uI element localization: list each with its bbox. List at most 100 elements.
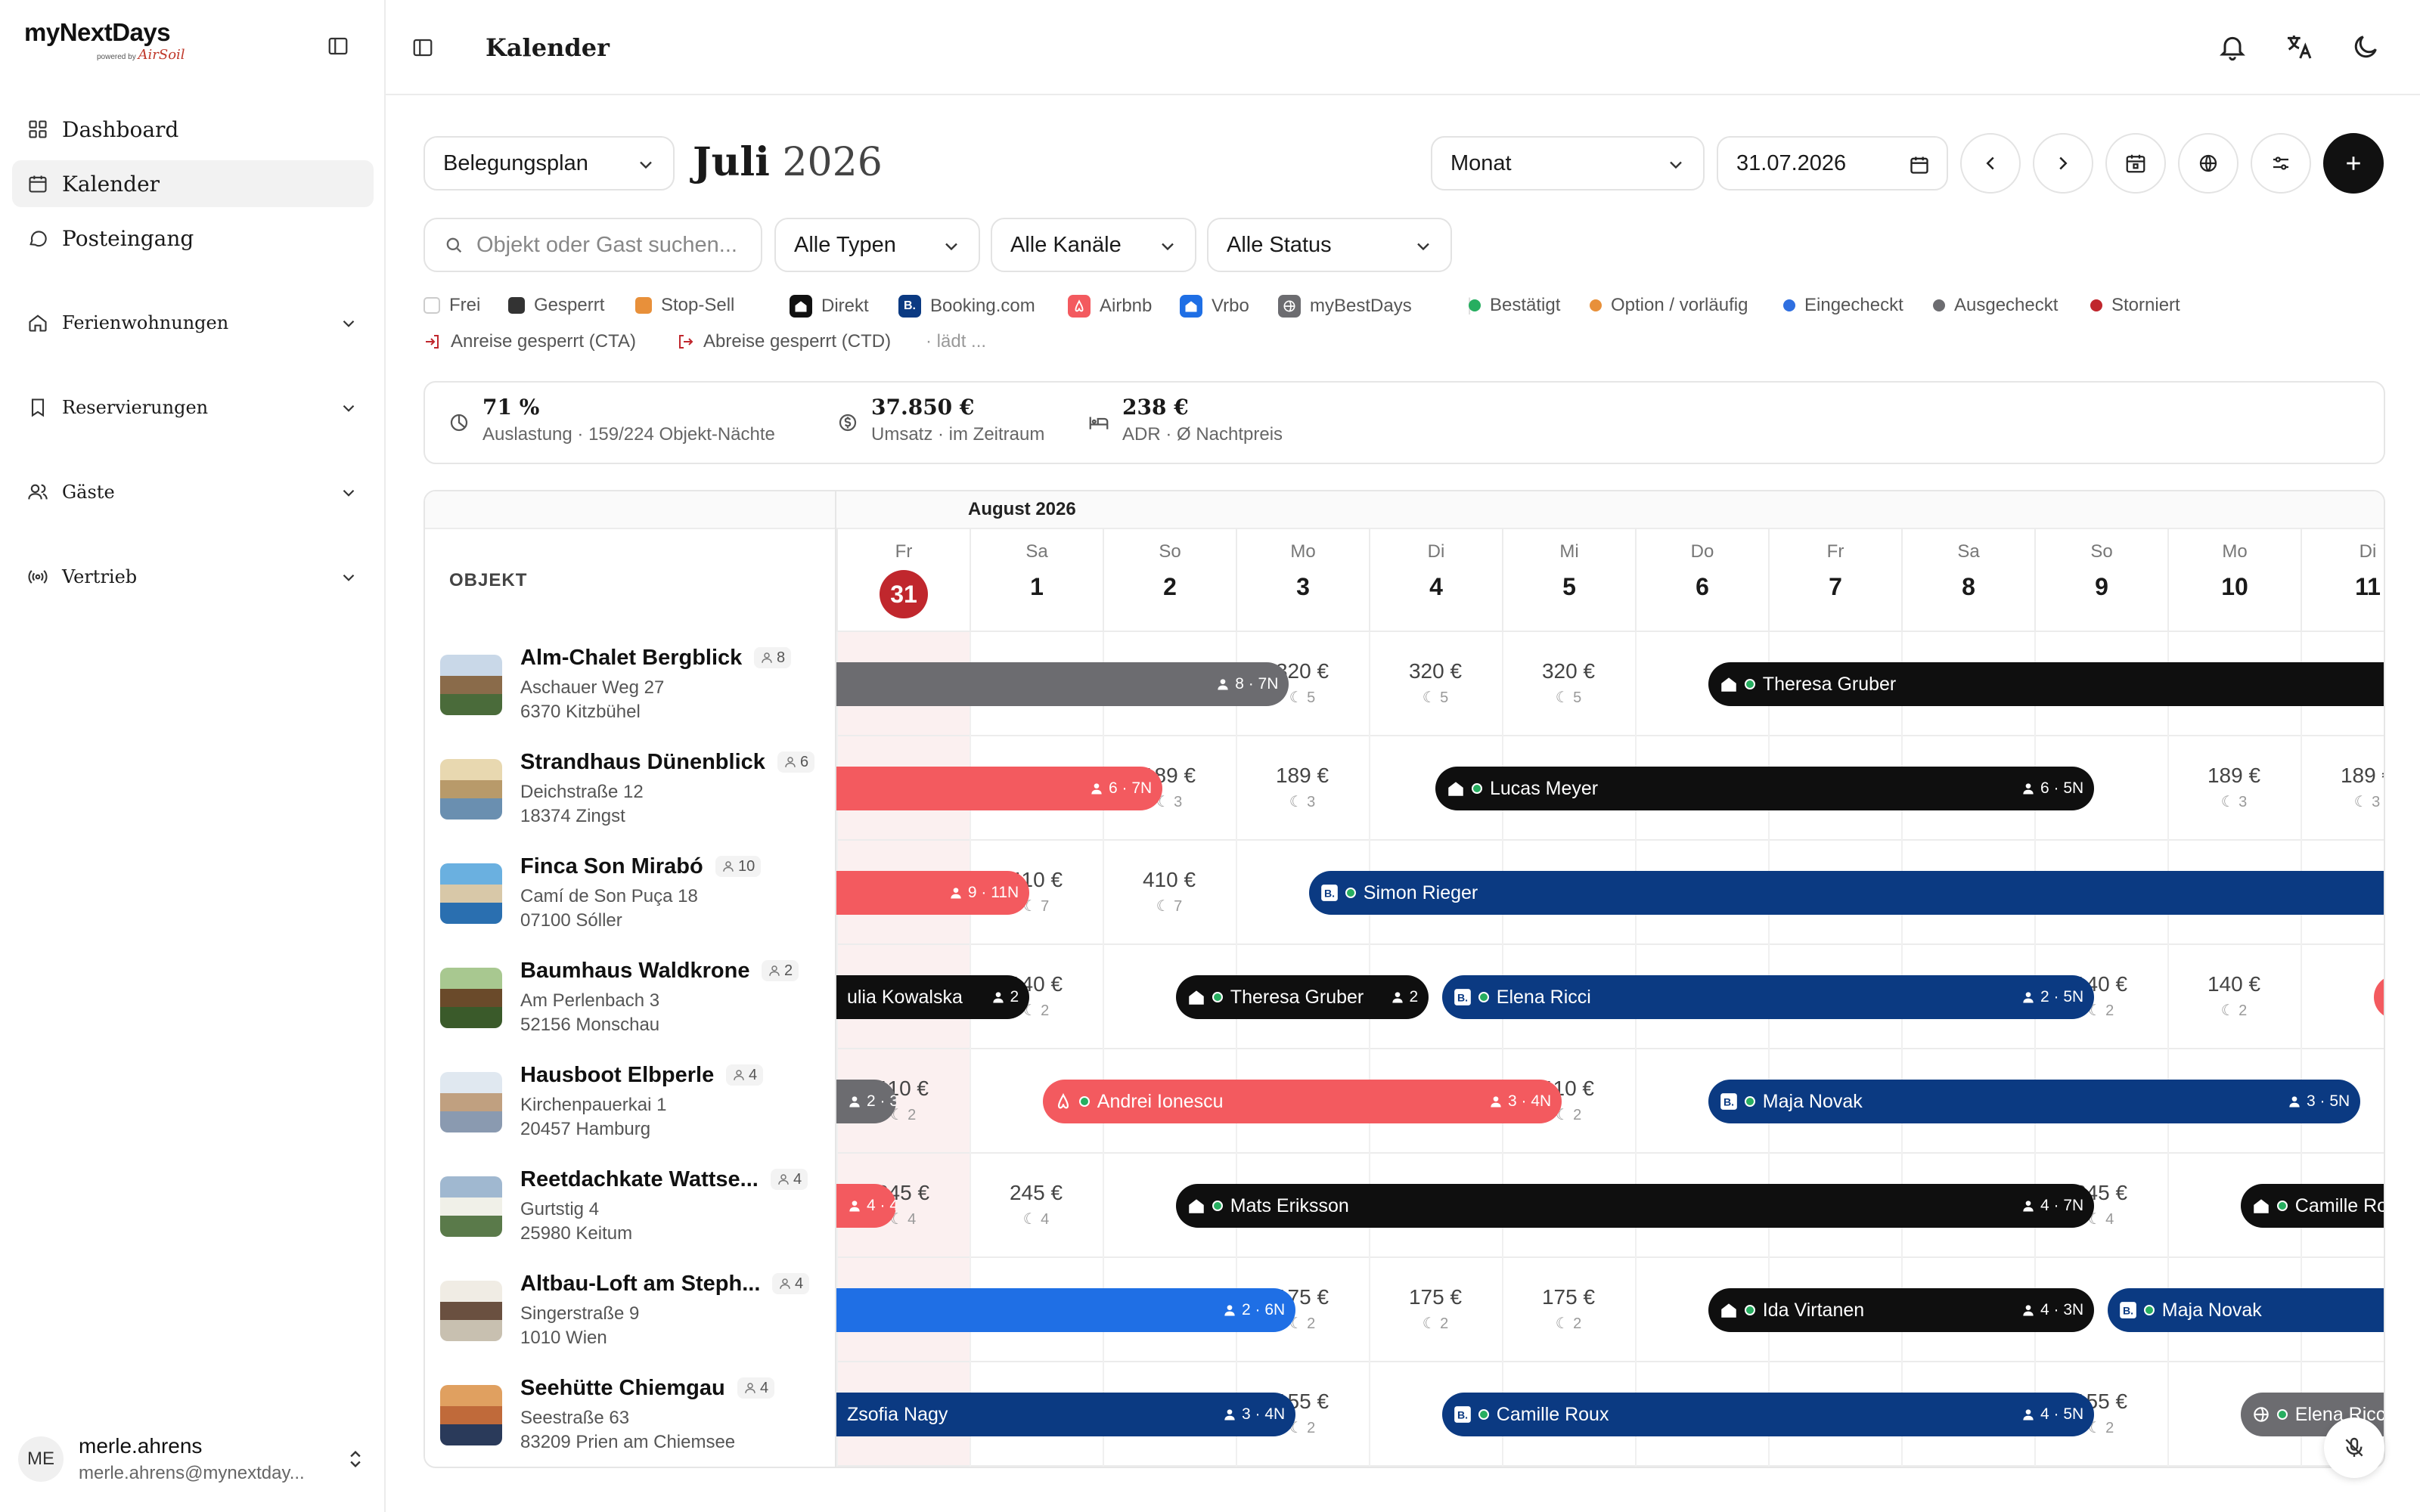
- month-title: Juli 2026: [693, 139, 883, 185]
- object-row[interactable]: Reetdachkate Wattse... 4 Gurtstig 4 25980 K…: [440, 1154, 826, 1256]
- day-header-2[interactable]: So 2: [1103, 529, 1236, 632]
- booking-bar[interactable]: B. Elena Ricci 2 · 5N: [1441, 975, 2095, 1019]
- price-cell[interactable]: 175 € ☾ 2: [1502, 1285, 1635, 1333]
- booking-bar[interactable]: Camille Ro: [2240, 1184, 2384, 1228]
- search-input[interactable]: Objekt oder Gast suchen...: [424, 218, 762, 272]
- booking-bar[interactable]: B. Maja Novak 3 · 5N: [1708, 1080, 2361, 1123]
- column-divider: [1369, 632, 1370, 1467]
- day-header-9[interactable]: So 9: [2034, 529, 2167, 632]
- day-header-3[interactable]: Mo 3: [1236, 529, 1369, 632]
- moon-icon[interactable]: [2350, 32, 2381, 62]
- booking-meta: 6 · 5N: [2021, 779, 2083, 798]
- nav-group-vertrieb[interactable]: Vertrieb: [12, 553, 374, 600]
- booking-bar[interactable]: 4 · 4N: [836, 1184, 897, 1228]
- booking-bar[interactable]: Theresa Gruber 2: [1175, 975, 1429, 1019]
- day-header-7[interactable]: Fr 7: [1768, 529, 1901, 632]
- nav-group-gaeste[interactable]: Gäste: [12, 469, 374, 516]
- panel-toggle-icon[interactable]: [411, 36, 434, 59]
- chevron-down-icon: [945, 243, 957, 251]
- booking-bar[interactable]: 8 · 7N: [836, 662, 1289, 706]
- booking-bar[interactable]: Lucas Meyer 6 · 5N: [1435, 767, 2095, 810]
- object-row[interactable]: Finca Son Mirabó 10 Camí de Son Puça 18 071…: [440, 841, 826, 943]
- object-row[interactable]: Seehütte Chiemgau 4 Seestraße 63 83209 Prie…: [440, 1362, 826, 1465]
- booking-bar[interactable]: B. Simon Rieger: [1308, 871, 2384, 915]
- booking-bar[interactable]: Mats Eriksson 4 · 7N: [1175, 1184, 2095, 1228]
- object-row[interactable]: Baumhaus Waldkrone 2 Am Perlenbach 3 52156 …: [440, 945, 826, 1048]
- price-cell[interactable]: 320 € ☾ 5: [1369, 659, 1502, 707]
- booking-bar[interactable]: 6 · 7N: [836, 767, 1163, 810]
- translate-icon[interactable]: [2284, 32, 2314, 62]
- price-cell[interactable]: 320 € ☾ 5: [1502, 659, 1635, 707]
- min-stay: ☾ 4: [2087, 1211, 2114, 1228]
- weekday-label: Mo: [1290, 541, 1316, 562]
- booking-bar[interactable]: 9 · 11N: [836, 871, 1030, 915]
- day-header-5[interactable]: Mi 5: [1502, 529, 1635, 632]
- bell-icon[interactable]: [2217, 32, 2248, 62]
- view-select[interactable]: Belegungsplan: [424, 136, 675, 191]
- price-cell[interactable]: 245 € ☾ 4: [970, 1181, 1103, 1228]
- guest-name: Simon Rieger: [1363, 881, 1478, 903]
- user-menu[interactable]: ME merle.ahrens merle.ahrens@mynextday..…: [18, 1421, 366, 1497]
- object-row[interactable]: Strandhaus Dünenblick 6 Deichstraße 12 1837…: [440, 736, 826, 839]
- booking-bar[interactable]: Andrei Ionescu 3 · 4N: [1042, 1080, 1562, 1123]
- booking-bar[interactable]: 2 · 3N: [836, 1080, 897, 1123]
- sidebar: myNextDays powered by AirSoil Dashboard …: [0, 0, 386, 1512]
- add-booking-button[interactable]: [2323, 133, 2384, 194]
- date-input[interactable]: 31.07.2026: [1717, 136, 1948, 191]
- object-row[interactable]: Hausboot Elbperle 4 Kirchenpauerkai 1 20457…: [440, 1049, 826, 1152]
- nav-posteingang[interactable]: Posteingang: [12, 215, 374, 262]
- nav-group-reservierungen[interactable]: Reservierungen: [12, 384, 374, 431]
- booking-bar[interactable]: Zsofia Nagy 3 · 4N: [836, 1393, 1296, 1436]
- price-cell[interactable]: 140 € ☾ 2: [2167, 972, 2301, 1020]
- day-header-6[interactable]: Do 6: [1635, 529, 1768, 632]
- booking-bar[interactable]: B. Camille Roux 4 · 5N: [1441, 1393, 2095, 1436]
- object-row[interactable]: Altbau-Loft am Steph... 4 Singerstraße 9 10…: [440, 1258, 826, 1361]
- booking-bar[interactable]: Ida Virtanen 4 · 3N: [1708, 1288, 2095, 1332]
- day-header-1[interactable]: Sa 1: [970, 529, 1103, 632]
- stat-label: ADR · Ø Nachtpreis: [1122, 424, 1283, 445]
- object-column-header: OBJEKT: [449, 570, 528, 590]
- today-button[interactable]: [2105, 133, 2166, 194]
- day-header-8[interactable]: Sa 8: [1901, 529, 2034, 632]
- person-icon: [745, 1383, 755, 1393]
- price-cell[interactable]: 410 € ☾ 7: [1103, 868, 1236, 916]
- price-cell[interactable]: 189 € ☾ 3: [2301, 764, 2384, 811]
- nightly-price: 245 €: [1009, 1181, 1063, 1204]
- settings-button[interactable]: [2251, 133, 2311, 194]
- object-row[interactable]: Alm-Chalet Bergblick 8 Aschauer Weg 27 6370…: [440, 632, 826, 735]
- booking-bar[interactable]: [2373, 975, 2384, 1019]
- nav-kalender[interactable]: Kalender: [12, 160, 374, 207]
- day-header-11[interactable]: Di 11: [2301, 529, 2384, 632]
- nav-group-ferienwohnungen[interactable]: Ferienwohnungen: [12, 299, 374, 346]
- period-select[interactable]: Monat: [1431, 136, 1705, 191]
- type-filter[interactable]: Alle Typen: [774, 218, 980, 272]
- capacity-badge: 4: [772, 1273, 810, 1294]
- nav-dashboard[interactable]: Dashboard: [12, 106, 374, 153]
- booking-bar[interactable]: Theresa Gruber: [1708, 662, 2384, 706]
- next-button[interactable]: [2033, 133, 2093, 194]
- day-header-31[interactable]: Fr 31: [836, 529, 970, 632]
- guest-name: ulia Kowalska: [847, 986, 963, 1008]
- nightly-price: 140 €: [2207, 972, 2261, 996]
- prev-button[interactable]: [1960, 133, 2021, 194]
- day-header-10[interactable]: Mo 10: [2167, 529, 2301, 632]
- pie-icon: [450, 414, 468, 432]
- sidebar-toggle-icon[interactable]: [327, 35, 349, 57]
- calendar-icon[interactable]: [1909, 154, 1930, 175]
- status-filter[interactable]: Alle Status: [1207, 218, 1452, 272]
- price-cell[interactable]: 189 € ☾ 3: [1236, 764, 1369, 811]
- price-cell[interactable]: 189 € ☾ 3: [2167, 764, 2301, 811]
- day-header-4[interactable]: Di 4: [1369, 529, 1502, 632]
- app-logo[interactable]: myNextDays powered by AirSoil: [24, 18, 185, 63]
- booking-bar[interactable]: B. Maja Novak: [2107, 1288, 2384, 1332]
- channel-sync-button[interactable]: [2178, 133, 2238, 194]
- capacity-badge: 10: [715, 856, 762, 877]
- channel-filter[interactable]: Alle Kanäle: [991, 218, 1196, 272]
- booking-bar[interactable]: 2 · 6N: [836, 1288, 1296, 1332]
- mic-off-button[interactable]: [2324, 1418, 2384, 1478]
- person-icon: [951, 888, 961, 899]
- legend-vrbo: Vrbo: [1180, 295, 1249, 318]
- price-cell[interactable]: 175 € ☾ 2: [1369, 1285, 1502, 1333]
- min-stay: ☾ 2: [2087, 1002, 2114, 1019]
- booking-bar[interactable]: ulia Kowalska 2: [836, 975, 1030, 1019]
